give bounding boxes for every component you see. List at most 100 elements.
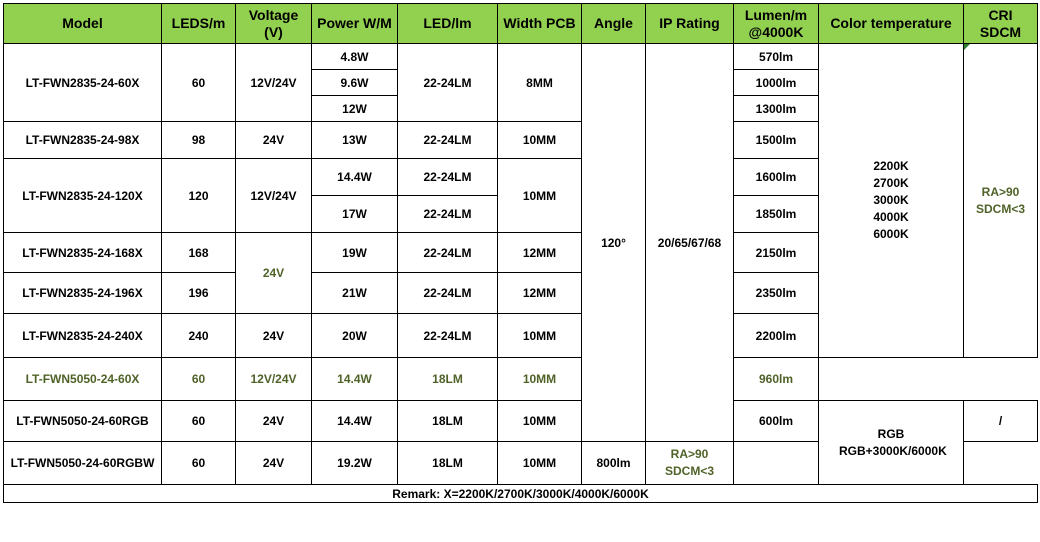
width-cell: 10MM [497,400,582,442]
width-cell: 12MM [497,232,582,273]
cri-cell: RA>90 SDCM<3 [963,43,1038,358]
table-row: LT-FWN2835-24-98X 98 24V 13W 22-24LM 10M… [3,121,1038,159]
lumen-cell: 960lm [733,357,819,401]
led-lm-cell: 22-24LM [397,272,498,314]
power-cell: 14.4W [311,400,398,442]
model-cell: LT-FWN5050-24-60RGB [3,400,162,442]
angle-cell: 120° [581,43,646,442]
table-row: LT-FWN2835-24-120X 120 12V/24V 14.4W 22-… [3,158,1038,233]
remark-text: Remark: X=2200K/2700K/3000K/4000K/6000K [3,484,1038,503]
model-cell: LT-FWN2835-24-240X [3,313,162,358]
table-row: 9.6W 1000lm [4,69,1038,96]
leds-cell: 60 [161,357,236,401]
lumen-cell: 2150lm [733,232,819,273]
power-cell: 4.8W [311,43,398,70]
leds-cell: 168 [161,232,236,273]
col-header-power: Power W/M [311,3,398,44]
col-header-voltage: Voltage (V) [235,3,312,44]
lumen-cell: 1850lm [733,195,819,233]
led-lm-cell: 18LM [397,441,498,485]
power-cell: 21W [311,272,398,314]
led-lm-cell: 22-24LM [397,195,498,233]
led-lm-cell: 18LM [397,400,498,442]
model-cell: LT-FWN2835-24-60X [3,43,162,122]
table-row: LT-FWN2835-24-60X 60 12V/24V 4.8W 22-24L… [3,43,1038,442]
led-lm-cell: 22-24LM [397,158,498,196]
led-lm-cell: 22-24LM [397,43,498,122]
width-cell: 10MM [497,313,582,358]
power-cell: 13W [311,121,398,159]
leds-cell: 60 [161,43,236,122]
power-cell: 14.4W [311,357,398,401]
color-temp-cell: 2200K 2700K 3000K 4000K 6000K [818,43,964,358]
col-header-angle: Angle [581,3,646,44]
lumen-cell: 1300lm [733,95,819,122]
led-lm-cell: 22-24LM [397,121,498,159]
voltage-cell: 24V [235,400,312,442]
power-cell: 9.6W [311,69,398,96]
leds-cell: 60 [161,400,236,442]
table-row: LT-FWN5050-24-60RGBW 60 24V 19.2W 18LM 1… [3,441,1038,485]
col-header-model: Model [3,3,162,44]
model-cell: LT-FWN2835-24-196X [3,272,162,314]
led-lm-cell: 22-24LM [397,313,498,358]
remark-row: Remark: X=2200K/2700K/3000K/4000K/6000K [3,484,1038,503]
model-cell: LT-FWN2835-24-120X [3,158,162,233]
spec-sheet: Model LEDS/m Voltage (V) Power W/M LED/l… [3,3,1038,503]
col-header-ip: IP Rating [645,3,734,44]
leds-cell: 98 [161,121,236,159]
voltage-cell: 24V [235,232,312,314]
leds-cell: 120 [161,158,236,233]
voltage-cell: 12V/24V [235,158,312,233]
col-header-color-temp: Color temperature [818,3,964,44]
table-row: LT-FWN2835-24-196X 196 21W 22-24LM 12MM … [3,272,1038,314]
leds-cell: 196 [161,272,236,314]
power-cell: 17W [311,195,398,233]
model-cell: LT-FWN2835-24-168X [3,232,162,273]
spec-table: Model LEDS/m Voltage (V) Power W/M LED/l… [3,3,1038,503]
model-cell: LT-FWN5050-24-60X [3,357,162,401]
width-cell: 10MM [497,357,582,401]
table-row: LT-FWN5050-24-60X 60 12V/24V 14.4W 18LM … [3,357,1038,401]
table-row: 12W 1300lm [4,95,1038,122]
col-header-lumen: Lumen/m @4000K [733,3,819,44]
led-lm-cell: 18LM [397,357,498,401]
table-row: LT-FWN5050-24-60RGB 60 24V 14.4W 18LM 10… [3,400,1038,485]
color-temp-cell: RGB RGB+3000K/6000K [818,400,964,485]
voltage-cell: 24V [235,121,312,159]
width-cell: 10MM [497,441,582,485]
model-cell: LT-FWN5050-24-60RGBW [3,441,162,485]
lumen-cell: 600lm [733,400,819,442]
col-header-leds: LEDS/m [161,3,236,44]
header-row: Model LEDS/m Voltage (V) Power W/M LED/l… [3,3,1038,44]
voltage-cell: 24V [235,313,312,358]
cell-comment-marker-icon [964,44,970,50]
lumen-cell: 570lm [733,43,819,70]
table-row: LT-FWN2835-24-168X 168 24V 19W 22-24LM 1… [3,232,1038,314]
voltage-cell: 24V [235,441,312,485]
model-cell: LT-FWN2835-24-98X [3,121,162,159]
cri-cell: / [963,400,1038,442]
width-cell: 10MM [497,158,582,233]
width-cell: 10MM [497,121,582,159]
table-row: 17W 22-24LM 1850lm [4,195,1038,233]
power-cell: 20W [311,313,398,358]
width-cell: 8MM [497,43,582,122]
lumen-cell: 2350lm [733,272,819,314]
led-lm-cell: 22-24LM [397,232,498,273]
leds-cell: 60 [161,441,236,485]
lumen-cell: 800lm [581,441,646,485]
col-header-cri: CRI SDCM [963,3,1038,44]
power-cell: 12W [311,95,398,122]
cri-cell: RA>90 SDCM<3 [645,441,734,485]
ip-rating-cell: 20/65/67/68 [645,43,734,442]
voltage-cell: 12V/24V [235,357,312,401]
lumen-cell: 1500lm [733,121,819,159]
power-cell: 19.2W [311,441,398,485]
power-cell: 14.4W [311,158,398,196]
col-header-width: Width PCB [497,3,582,44]
col-header-led-lm: LED/lm [397,3,498,44]
power-cell: 19W [311,232,398,273]
leds-cell: 240 [161,313,236,358]
width-cell: 12MM [497,272,582,314]
